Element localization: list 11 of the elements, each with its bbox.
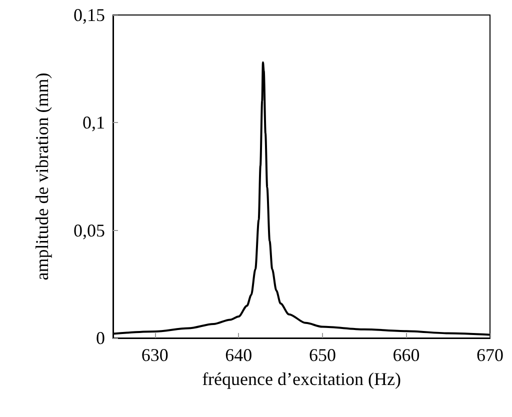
y-tick-label: 0 (96, 328, 105, 348)
x-tick-label: 650 (308, 345, 336, 365)
x-tick-label: 640 (225, 345, 252, 365)
x-tick-label: 630 (141, 345, 168, 365)
y-tick-label: 0,05 (74, 220, 105, 240)
y-tick-label: 0,1 (82, 112, 105, 133)
x-tick-label: 670 (476, 345, 504, 365)
x-tick-label: 660 (392, 345, 420, 365)
y-axis-title: amplitude de vibration (mm) (32, 72, 52, 280)
x-axis-title: fréquence d’excitation (Hz) (202, 369, 401, 389)
y-tick-label: 0,15 (74, 5, 105, 25)
